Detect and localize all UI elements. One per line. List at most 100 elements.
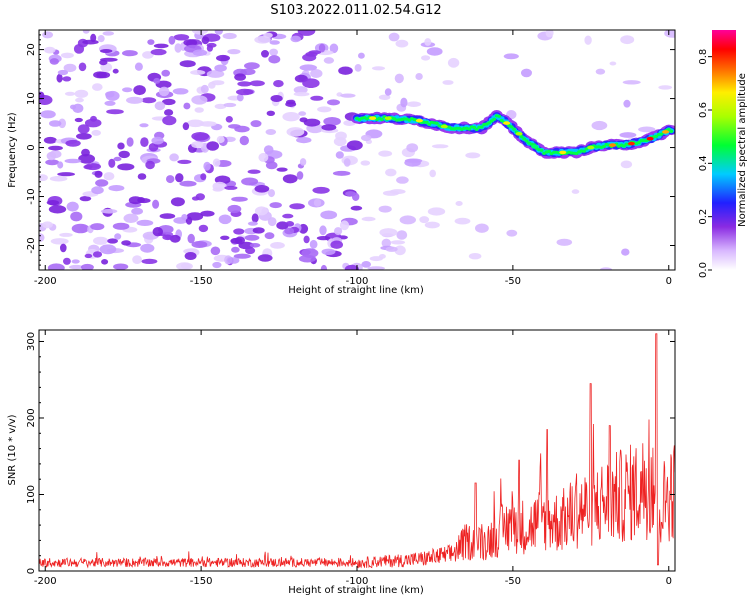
noise-blob bbox=[455, 201, 463, 206]
ridge-hotspot bbox=[627, 141, 635, 146]
noise-blob bbox=[141, 97, 157, 104]
noise-blob bbox=[454, 217, 471, 225]
noise-blob bbox=[371, 66, 386, 71]
noise-blob bbox=[257, 254, 273, 262]
noise-blob bbox=[367, 266, 385, 270]
noise-blob bbox=[42, 221, 53, 229]
noise-blob bbox=[658, 85, 673, 90]
noise-blob bbox=[330, 240, 344, 249]
noise-blob bbox=[64, 91, 76, 96]
ridge-segment bbox=[499, 118, 504, 123]
noise-blob bbox=[334, 227, 343, 236]
noise-blob bbox=[236, 93, 244, 102]
noise-blob bbox=[273, 80, 284, 88]
x-tick-label: -200 bbox=[34, 576, 57, 587]
noise-blob bbox=[140, 243, 155, 253]
noise-blob bbox=[406, 143, 419, 153]
noise-blob bbox=[211, 80, 225, 86]
ridge-segment bbox=[487, 121, 492, 125]
noise-blob bbox=[286, 127, 305, 137]
noise-blob bbox=[153, 43, 169, 49]
noise-blob bbox=[75, 97, 84, 103]
ridge-hotspot bbox=[384, 116, 392, 120]
noise-blob bbox=[296, 171, 304, 180]
snr-axes: -200 -150 -100 -50 0 0 100 200 300 bbox=[26, 330, 675, 587]
noise-blob bbox=[107, 238, 118, 244]
noise-blob bbox=[468, 253, 482, 260]
noise-blob bbox=[245, 247, 256, 255]
ridge-segment bbox=[497, 114, 502, 118]
noise-blob bbox=[93, 236, 109, 245]
ridge-segment bbox=[522, 137, 526, 141]
noise-blob bbox=[358, 52, 365, 59]
noise-blob bbox=[64, 158, 82, 164]
noise-blob bbox=[191, 132, 210, 141]
noise-blob bbox=[151, 136, 164, 145]
noise-blob bbox=[310, 95, 324, 101]
ridge-segment bbox=[519, 135, 524, 139]
noise-blob bbox=[622, 80, 641, 85]
noise-blob bbox=[282, 174, 298, 184]
ridge-segment bbox=[666, 127, 671, 132]
noise-blob bbox=[192, 49, 208, 56]
ridge-hotspot bbox=[559, 150, 567, 155]
ridge-hotspot bbox=[515, 132, 523, 136]
noise-blob bbox=[313, 198, 322, 207]
noise-blob bbox=[172, 88, 189, 95]
noise-blob bbox=[249, 80, 265, 87]
noise-blob bbox=[327, 99, 340, 106]
ridge-segment bbox=[424, 120, 429, 124]
noise-blob bbox=[390, 240, 406, 245]
figure-title: S103.2022.011.02.54.G12 bbox=[270, 3, 441, 18]
noise-blob bbox=[344, 264, 359, 270]
noise-blob bbox=[118, 150, 130, 159]
noise-blob bbox=[332, 170, 351, 176]
noise-blob bbox=[162, 234, 173, 241]
noise-blob bbox=[427, 207, 446, 216]
noise-blob bbox=[400, 97, 408, 108]
ridge-segment bbox=[654, 134, 659, 138]
x-tick-label: -200 bbox=[34, 276, 57, 287]
noise-blob bbox=[181, 214, 188, 221]
noise-blob bbox=[346, 140, 363, 151]
noise-blob bbox=[76, 133, 92, 140]
noise-blob bbox=[71, 259, 80, 264]
noise-blob bbox=[62, 76, 72, 82]
colorbar-tick-label: 0.2 bbox=[698, 209, 709, 225]
noise-blob bbox=[293, 86, 308, 94]
noise-blob bbox=[545, 30, 554, 38]
noise-blob bbox=[381, 238, 391, 248]
noise-blob bbox=[421, 55, 431, 61]
noise-blob bbox=[378, 94, 391, 101]
y-tick-label: -10 bbox=[26, 188, 37, 204]
noise-blob bbox=[57, 69, 69, 76]
noise-blob bbox=[83, 164, 93, 170]
noise-blob bbox=[91, 129, 101, 136]
noise-blob bbox=[237, 81, 252, 87]
colorbar-label: Normalized spectral amplitude bbox=[737, 73, 748, 227]
noise-blob bbox=[56, 73, 63, 83]
noise-blob bbox=[177, 159, 192, 164]
noise-blob bbox=[71, 223, 90, 234]
noise-blob bbox=[173, 34, 190, 41]
colorbar: 0.0 0.2 0.4 0.6 0.8 Normalized spectral ampl… bbox=[698, 30, 748, 278]
noise-blob bbox=[92, 83, 103, 91]
noise-blob bbox=[191, 241, 208, 248]
noise-blob bbox=[206, 44, 213, 52]
noise-blob bbox=[227, 257, 240, 264]
noise-blob bbox=[419, 216, 430, 224]
noise-blob bbox=[133, 85, 146, 96]
noise-blob bbox=[225, 116, 233, 123]
noise-blob bbox=[82, 39, 99, 45]
noise-blob bbox=[319, 225, 327, 236]
noise-blob bbox=[247, 221, 258, 226]
noise-blob bbox=[284, 227, 295, 235]
x-tick-label: -50 bbox=[505, 576, 521, 587]
noise-blob bbox=[396, 176, 409, 184]
noise-blob bbox=[282, 213, 294, 219]
noise-blob bbox=[249, 243, 261, 248]
noise-blob bbox=[183, 102, 191, 110]
noise-blob bbox=[169, 153, 179, 162]
noise-blob bbox=[317, 106, 332, 113]
noise-blob bbox=[385, 168, 397, 177]
